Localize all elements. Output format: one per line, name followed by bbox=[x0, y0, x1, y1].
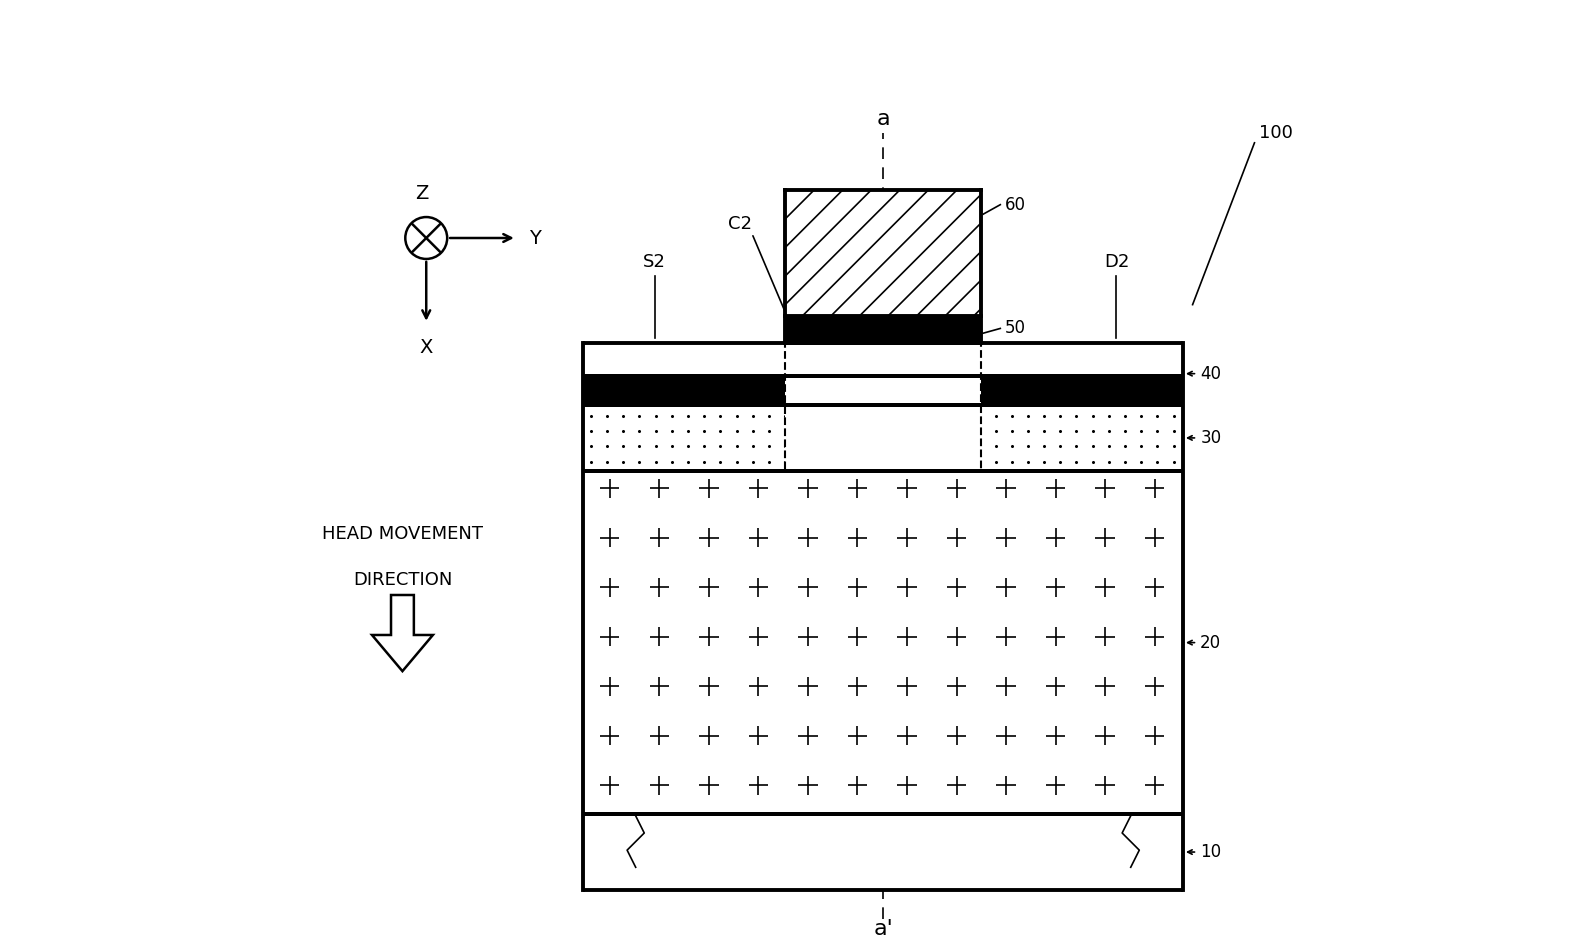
Bar bbox=[583, 471, 1184, 814]
Bar bbox=[785, 331, 982, 471]
Text: a': a' bbox=[873, 919, 894, 939]
Bar bbox=[583, 814, 1184, 890]
Text: 20: 20 bbox=[1201, 634, 1221, 651]
Text: D2: D2 bbox=[1103, 253, 1128, 271]
Bar bbox=[785, 190, 982, 316]
Bar bbox=[583, 343, 1184, 376]
Bar bbox=[785, 190, 982, 316]
Text: S2: S2 bbox=[643, 253, 667, 271]
Bar bbox=[785, 331, 982, 471]
Text: 10: 10 bbox=[1201, 843, 1221, 861]
Text: X: X bbox=[419, 338, 433, 357]
Bar bbox=[785, 316, 982, 343]
Text: a: a bbox=[876, 109, 890, 129]
Text: Z: Z bbox=[414, 184, 429, 203]
Bar bbox=[583, 376, 1184, 405]
Bar bbox=[583, 405, 1184, 471]
Text: 60: 60 bbox=[1005, 196, 1026, 213]
Text: 100: 100 bbox=[1259, 125, 1294, 142]
Text: 30: 30 bbox=[1201, 429, 1221, 446]
Text: HEAD MOVEMENT: HEAD MOVEMENT bbox=[322, 525, 482, 543]
Text: DIRECTION: DIRECTION bbox=[353, 571, 452, 589]
Text: Y: Y bbox=[530, 228, 541, 248]
Text: 40: 40 bbox=[1201, 365, 1221, 383]
Polygon shape bbox=[372, 595, 433, 671]
Text: C2: C2 bbox=[728, 215, 752, 233]
Text: 50: 50 bbox=[1005, 320, 1026, 337]
